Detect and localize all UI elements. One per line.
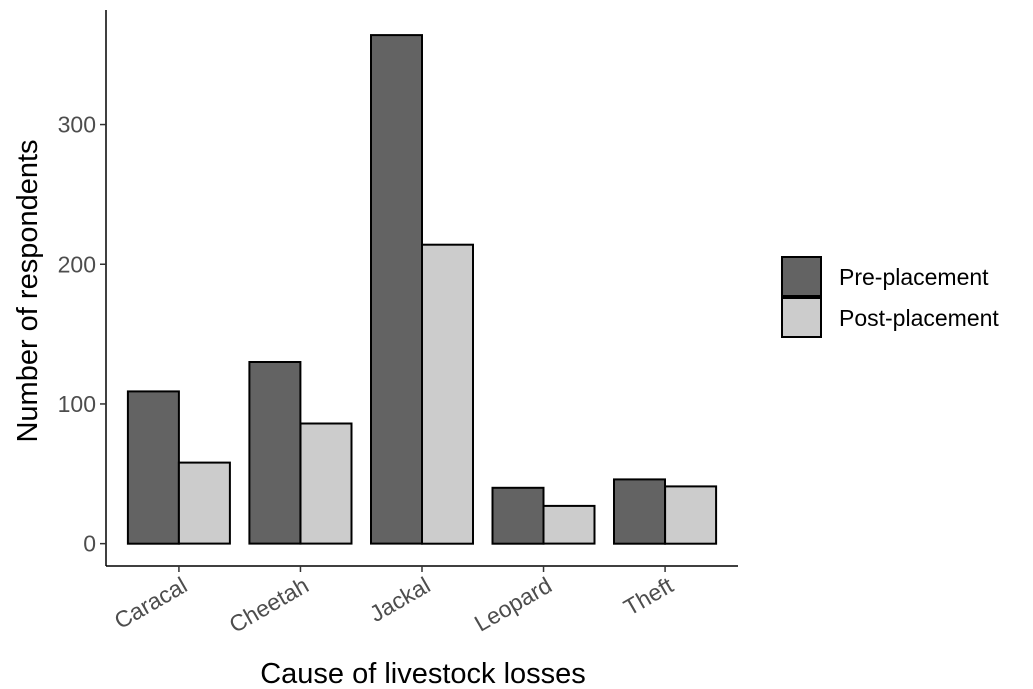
- y-axis: 0 100 200 300: [58, 10, 107, 566]
- bars: [126, 34, 718, 545]
- x-axis-title: Cause of livestock losses: [260, 658, 586, 689]
- y-tick-label: 200: [58, 251, 96, 277]
- y-axis-title: Number of respondents: [12, 139, 44, 442]
- x-tick-label: Theft: [619, 572, 678, 621]
- bar-cheetah-post-placement: [299, 422, 353, 545]
- x-axis: Caracal Cheetah Jackal Leopard Theft: [106, 565, 738, 638]
- legend-label: Post-placement: [839, 305, 999, 331]
- bar-theft-post-placement: [664, 485, 718, 545]
- bar-jackal-pre-placement: [370, 34, 423, 545]
- bar-leopard-post-placement: [542, 504, 596, 545]
- y-tick-label: 0: [83, 531, 96, 557]
- legend-label: Pre-placement: [839, 264, 989, 290]
- y-tick-label: 300: [58, 112, 96, 138]
- x-tick-label: Cheetah: [225, 572, 313, 638]
- legend-swatch: [781, 297, 822, 338]
- x-tick-label: Caracal: [110, 572, 192, 634]
- bar-theft-pre-placement: [613, 478, 666, 545]
- legend-swatch: [781, 256, 822, 297]
- bar-jackal-post-placement: [421, 243, 474, 545]
- bar-cheetah-pre-placement: [248, 361, 302, 545]
- x-tick-label: Jackal: [365, 572, 434, 627]
- bar-caracal-pre-placement: [126, 390, 180, 545]
- bar-leopard-pre-placement: [491, 486, 545, 545]
- legend: Pre-placement Post-placement: [781, 256, 999, 338]
- x-tick-label: Leopard: [470, 572, 556, 637]
- bar-caracal-post-placement: [177, 461, 231, 545]
- y-tick-label: 100: [58, 391, 96, 417]
